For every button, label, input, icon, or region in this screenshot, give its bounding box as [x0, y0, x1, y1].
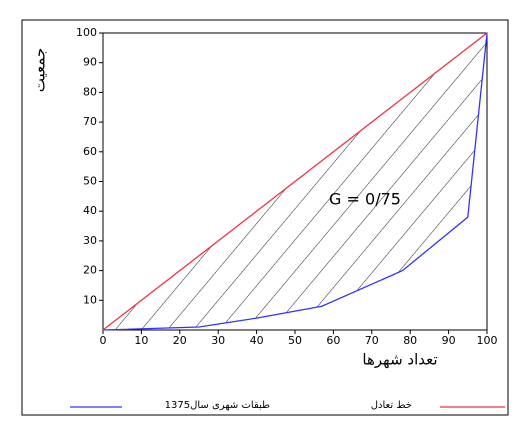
- y-tick-label: 80: [83, 85, 97, 98]
- legend-label: خط تعادل: [371, 400, 412, 411]
- y-tick-label: 40: [83, 204, 97, 217]
- x-tick-label: 100: [477, 334, 498, 347]
- y-tick-label: 50: [83, 175, 97, 188]
- y-tick-label: 30: [83, 234, 97, 247]
- x-axis-title: تعداد شهرها: [362, 351, 437, 369]
- x-tick-label: 70: [365, 334, 379, 347]
- x-tick-label: 50: [288, 334, 302, 347]
- y-axis-title: جمعیت: [31, 48, 49, 92]
- x-tick-label: 40: [250, 334, 264, 347]
- y-tick-label: 20: [83, 264, 97, 277]
- x-tick-label: 80: [403, 334, 417, 347]
- gini-annotation: G = 0/75: [329, 190, 401, 209]
- x-tick-label: 90: [442, 334, 456, 347]
- legend-label: طبقات شهری سال1375: [165, 400, 270, 411]
- x-tick-label: 30: [211, 334, 225, 347]
- x-tick-label: 20: [173, 334, 187, 347]
- y-tick-label: 70: [83, 115, 97, 128]
- chart: تعداد شهرها جمعیت G = 0/75 0 10 20 30 40 50 60…: [0, 0, 530, 434]
- x-tick-label: 10: [134, 334, 148, 347]
- y-tick-label: 90: [83, 56, 97, 69]
- y-tick-label: 10: [83, 293, 97, 306]
- x-tick-label: 60: [326, 334, 340, 347]
- y-tick-label: 60: [83, 145, 97, 158]
- y-tick-label: 100: [76, 26, 97, 39]
- x-tick-label: 0: [100, 334, 107, 347]
